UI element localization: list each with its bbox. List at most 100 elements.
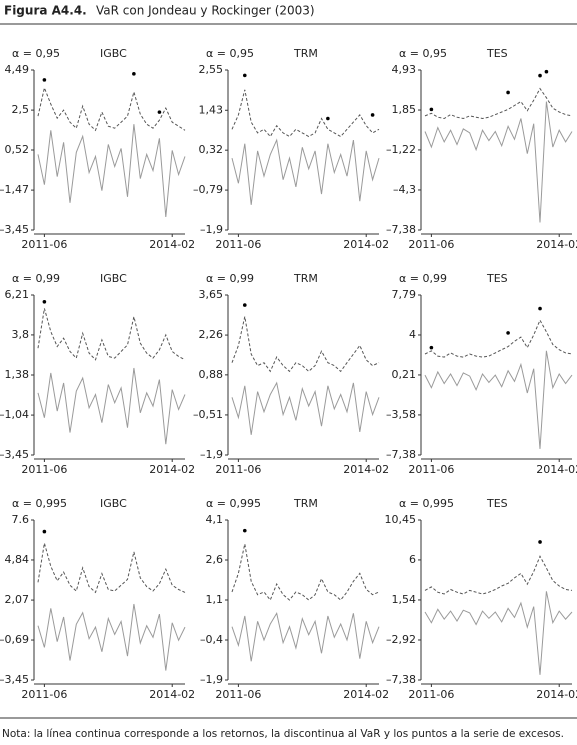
y-tick-label: –1,9 xyxy=(200,673,223,686)
returns-line xyxy=(37,124,186,217)
y-tick-label: –1,04 xyxy=(0,408,29,421)
y-tick-label: 1,1 xyxy=(206,593,224,606)
exceedance-point xyxy=(544,69,549,74)
panel-subtitle: α = 0,95 xyxy=(12,47,60,60)
exceedance-point xyxy=(538,73,542,78)
y-tick-label: 0,88 xyxy=(199,368,224,381)
y-tick-label: –3,45 xyxy=(0,448,29,461)
panel-title: IGBC xyxy=(100,272,127,285)
y-tick-label: –3,58 xyxy=(386,408,416,421)
y-tick-label: –1,22 xyxy=(386,143,416,156)
y-tick-label: –0,4 xyxy=(200,633,223,646)
exceedance-point xyxy=(370,113,375,117)
y-tick-label: –1,47 xyxy=(0,183,29,196)
y-tick-label: 1,85 xyxy=(392,103,417,116)
y-tick-label: –3,45 xyxy=(0,673,29,686)
x-tick-label: 2011-06 xyxy=(21,238,67,251)
panel-subtitle: α = 0,99 xyxy=(206,272,254,285)
y-tick-label: –2,92 xyxy=(386,633,416,646)
y-tick-label: 2,6 xyxy=(206,553,224,566)
exceedance-point xyxy=(326,116,330,121)
y-tick-label: –7,38 xyxy=(386,223,416,236)
panel-subtitle: α = 0,95 xyxy=(206,47,254,60)
var-line xyxy=(37,86,186,132)
returns-line xyxy=(424,350,573,449)
y-tick-label: 1,54 xyxy=(392,593,417,606)
y-tick-label: 10,45 xyxy=(385,513,417,526)
y-tick-label: 0,52 xyxy=(5,143,30,156)
y-tick-label: –3,45 xyxy=(0,223,29,236)
x-tick-label: 2014-02 xyxy=(536,688,577,701)
x-tick-label: 2011-06 xyxy=(21,688,67,701)
exceedance-point xyxy=(242,73,247,78)
y-tick-label: 7.6 xyxy=(12,513,30,526)
x-tick-label: 2011-06 xyxy=(408,688,454,701)
y-tick-label: –7,38 xyxy=(386,448,416,461)
exceedance-point xyxy=(42,529,47,534)
panel-title: TRM xyxy=(293,47,318,60)
exceedance-point xyxy=(242,528,247,533)
y-tick-label: 2,5 xyxy=(12,103,30,116)
y-tick-label: –0,79 xyxy=(193,183,223,196)
panel-title: IGBC xyxy=(100,497,127,510)
returns-line xyxy=(37,367,186,445)
x-tick-label: 2014-02 xyxy=(343,463,389,476)
y-tick-label: 4,84 xyxy=(5,553,30,566)
y-tick-label: 4,1 xyxy=(206,513,224,526)
returns-line xyxy=(231,381,380,435)
y-tick-label: 0,21 xyxy=(392,368,417,381)
exceedance-point xyxy=(429,345,434,350)
y-tick-label: 4 xyxy=(409,328,416,341)
y-tick-label: –7,38 xyxy=(386,673,416,686)
exceedance-point xyxy=(506,90,510,95)
exceedance-point xyxy=(157,110,162,114)
var-line xyxy=(37,308,186,361)
x-tick-label: 2011-06 xyxy=(215,688,261,701)
y-tick-label: –1,9 xyxy=(200,223,223,236)
x-tick-label: 2011-06 xyxy=(21,463,67,476)
var-line xyxy=(231,316,380,373)
panel-title: TRM xyxy=(293,497,318,510)
x-tick-label: 2014-02 xyxy=(149,688,195,701)
var-line xyxy=(424,555,573,595)
y-tick-label: 3,65 xyxy=(199,288,224,301)
y-tick-label: 3,8 xyxy=(12,328,30,341)
y-tick-label: 2,07 xyxy=(5,593,30,606)
panel-title: IGBC xyxy=(100,47,127,60)
x-tick-label: 2011-06 xyxy=(215,238,261,251)
x-tick-label: 2014-02 xyxy=(536,238,577,251)
panel-subtitle: α = 0,99 xyxy=(12,272,60,285)
y-tick-label: 0,32 xyxy=(199,143,224,156)
panel-subtitle: α = 0,95 xyxy=(399,47,447,60)
panel-subtitle: α = 0,995 xyxy=(12,497,67,510)
var-line xyxy=(424,319,573,358)
x-tick-label: 2014-02 xyxy=(343,688,389,701)
returns-line xyxy=(424,101,573,223)
panel-title: TRM xyxy=(293,272,318,285)
x-tick-label: 2014-02 xyxy=(149,463,195,476)
exceedance-point xyxy=(42,78,47,82)
x-tick-label: 2011-06 xyxy=(215,463,261,476)
y-tick-label: –1,9 xyxy=(200,448,223,461)
figure-number: Figura A4.4. xyxy=(4,4,87,18)
y-tick-label: 7,79 xyxy=(392,288,417,301)
y-tick-label: 6 xyxy=(409,553,416,566)
panel-subtitle: α = 0,99 xyxy=(399,272,447,285)
var-line xyxy=(231,89,380,138)
x-tick-label: 2014-02 xyxy=(343,238,389,251)
x-tick-label: 2014-02 xyxy=(536,463,577,476)
figure-title: VaR con Jondeau y Rockinger (2003) xyxy=(96,4,315,18)
y-tick-label: 4,93 xyxy=(392,63,417,76)
exceedance-point xyxy=(42,299,47,304)
x-tick-label: 2011-06 xyxy=(408,238,454,251)
y-tick-label: 6,21 xyxy=(5,288,30,301)
panel-title: TES xyxy=(486,47,508,60)
x-tick-label: 2011-06 xyxy=(408,463,454,476)
y-tick-label: 4,49 xyxy=(5,63,30,76)
exceedance-point xyxy=(132,72,136,76)
exceedance-point xyxy=(429,107,434,112)
exceedance-point xyxy=(506,331,510,335)
exceedance-point xyxy=(242,303,247,307)
var-line xyxy=(231,543,380,601)
